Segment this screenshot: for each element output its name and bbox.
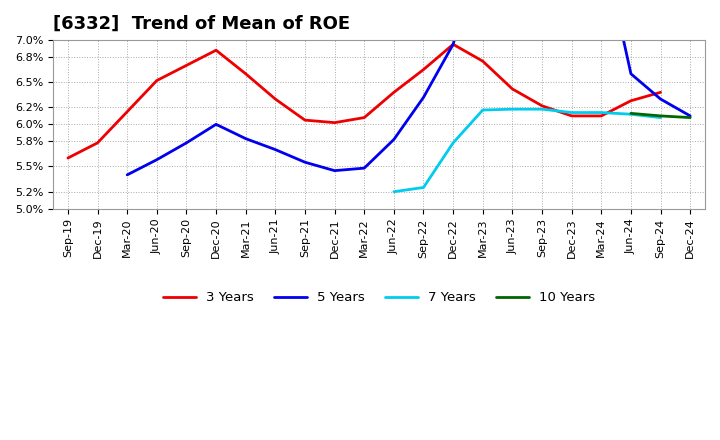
5 Years (182, 140, 191, 146)
3 Years (597, 113, 606, 118)
3 Years (123, 109, 132, 114)
5 Years (212, 122, 220, 127)
3 Years (390, 90, 398, 95)
3 Years (153, 78, 161, 83)
3 Years (63, 155, 72, 161)
10 Years (656, 113, 665, 118)
7 Years (597, 110, 606, 115)
7 Years (419, 185, 428, 190)
5 Years (123, 172, 132, 177)
10 Years (686, 115, 695, 120)
Legend: 3 Years, 5 Years, 7 Years, 10 Years: 3 Years, 5 Years, 7 Years, 10 Years (157, 286, 600, 309)
3 Years (419, 67, 428, 72)
7 Years (538, 106, 546, 112)
5 Years (449, 42, 457, 47)
5 Years (241, 136, 250, 141)
3 Years (93, 140, 102, 146)
7 Years (508, 106, 517, 112)
Line: 7 Years: 7 Years (394, 109, 660, 192)
5 Years (153, 157, 161, 162)
3 Years (301, 117, 310, 123)
5 Years (626, 71, 635, 77)
3 Years (212, 48, 220, 53)
7 Years (479, 107, 487, 113)
5 Years (390, 137, 398, 142)
3 Years (271, 96, 279, 102)
3 Years (330, 120, 339, 125)
5 Years (656, 96, 665, 102)
3 Years (241, 71, 250, 77)
5 Years (686, 113, 695, 118)
3 Years (479, 59, 487, 64)
Line: 3 Years: 3 Years (68, 44, 660, 158)
10 Years (626, 111, 635, 116)
3 Years (656, 90, 665, 95)
3 Years (449, 42, 457, 47)
3 Years (626, 98, 635, 103)
5 Years (330, 168, 339, 173)
5 Years (360, 165, 369, 171)
5 Years (301, 160, 310, 165)
3 Years (567, 113, 576, 118)
3 Years (182, 63, 191, 68)
3 Years (508, 86, 517, 92)
Line: 10 Years: 10 Years (631, 114, 690, 117)
7 Years (390, 189, 398, 194)
5 Years (271, 147, 279, 152)
3 Years (360, 115, 369, 120)
3 Years (538, 103, 546, 108)
7 Years (626, 112, 635, 117)
7 Years (449, 140, 457, 146)
7 Years (567, 110, 576, 115)
7 Years (656, 115, 665, 120)
5 Years (419, 95, 428, 100)
Text: [6332]  Trend of Mean of ROE: [6332] Trend of Mean of ROE (53, 15, 350, 33)
Line: 5 Years: 5 Years (127, 0, 690, 175)
